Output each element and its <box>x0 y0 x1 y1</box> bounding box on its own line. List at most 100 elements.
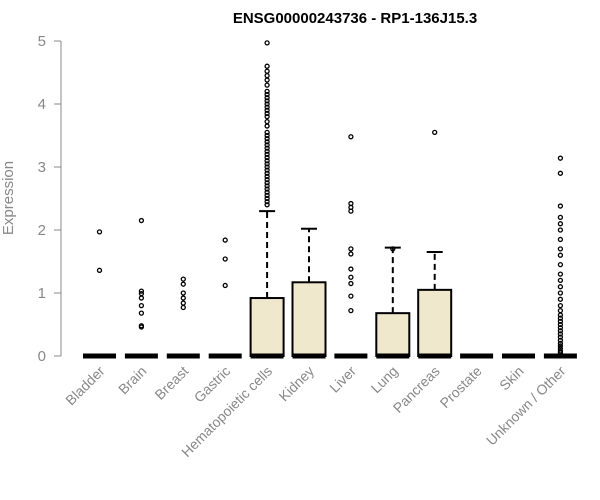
outlier-point <box>557 271 564 277</box>
box-body <box>291 281 327 358</box>
outlier-point <box>264 173 270 180</box>
box-gastric <box>208 237 242 359</box>
outlier-point <box>264 82 270 88</box>
box-lung <box>375 246 411 359</box>
outlier-point <box>264 98 270 104</box>
outlier-point <box>348 293 354 299</box>
outlier-point <box>557 307 564 314</box>
outlier-point <box>222 282 228 289</box>
box-hematopoietic-cells <box>249 40 285 359</box>
x-tick-label-brain: Brain <box>115 363 149 397</box>
outlier-point <box>557 284 564 290</box>
outlier-point <box>264 101 270 107</box>
outlier-point <box>390 246 396 252</box>
outlier-point <box>264 40 270 46</box>
outlier-point <box>557 302 564 309</box>
outlier-point <box>264 198 270 205</box>
outlier-point <box>264 167 270 173</box>
outlier-point <box>348 134 354 140</box>
x-tick-label-liver: Liver <box>326 363 359 396</box>
x-tick-label-pancreas: Pancreas <box>390 363 443 416</box>
outlier-point <box>557 296 564 302</box>
outlier-point <box>557 334 564 340</box>
outlier-point <box>557 343 564 349</box>
x-tick-label-lung: Lung <box>368 363 401 396</box>
outlier-point <box>557 328 564 334</box>
box-series <box>83 40 577 359</box>
outlier-point <box>264 170 270 176</box>
outlier-point <box>180 300 186 306</box>
y-tick-label-4: 4 <box>38 96 46 113</box>
box-breast <box>166 276 200 359</box>
outlier-point <box>96 229 103 235</box>
y-tick-label-2: 2 <box>38 222 46 239</box>
outlier-point <box>264 113 270 120</box>
outlier-point <box>557 155 564 161</box>
box-bladder <box>83 229 116 359</box>
outlier-point <box>348 266 354 272</box>
box-body <box>375 312 411 358</box>
outlier-point <box>138 288 145 294</box>
outlier-point <box>557 312 564 318</box>
box-brain <box>124 217 158 359</box>
outlier-point <box>264 142 270 148</box>
x-tick-label-breast: Breast <box>151 363 191 403</box>
outlier-point <box>264 186 270 192</box>
outlier-point <box>264 139 270 145</box>
outlier-point <box>557 214 564 221</box>
outlier-point <box>264 68 270 74</box>
box-pancreas <box>417 129 453 359</box>
outlier-point <box>222 237 228 243</box>
box-unknown-other <box>543 155 577 359</box>
outlier-point <box>264 123 270 129</box>
outlier-point <box>264 132 270 139</box>
outlier-point <box>557 345 564 352</box>
box-body <box>417 288 453 358</box>
box-kidney <box>291 227 327 359</box>
outlier-point <box>264 151 270 158</box>
outlier-point <box>138 302 145 309</box>
x-tick-label-kidney: Kidney <box>276 363 318 405</box>
outlier-point <box>348 280 354 287</box>
y-tick-label-3: 3 <box>38 159 46 176</box>
x-tick-label-bladder: Bladder <box>62 363 108 409</box>
outlier-point <box>348 200 354 207</box>
outlier-point <box>557 236 564 243</box>
outlier-point <box>222 256 228 262</box>
outlier-point <box>138 217 145 224</box>
outlier-point <box>96 267 103 273</box>
outlier-point <box>348 251 354 257</box>
outlier-point <box>264 164 270 170</box>
outlier-point <box>264 145 270 151</box>
outlier-point <box>264 129 270 136</box>
y-tick-label-0: 0 <box>38 348 46 365</box>
x-tick-label-prostate: Prostate <box>437 363 485 411</box>
y-tick-label-1: 1 <box>38 285 46 302</box>
outlier-point <box>264 95 270 101</box>
outlier-point <box>180 304 186 311</box>
outlier-point <box>557 331 564 337</box>
outlier-point <box>264 195 270 202</box>
outlier-point <box>264 104 270 110</box>
outlier-point <box>557 261 564 268</box>
outlier-point <box>264 91 270 98</box>
outlier-point <box>264 183 270 189</box>
outlier-point <box>557 221 564 227</box>
outlier-point <box>138 310 145 316</box>
x-tick-label-unknown-other: Unknown / Other <box>483 363 569 449</box>
outlier-point <box>348 246 354 252</box>
outlier-point <box>264 107 270 113</box>
outlier-point <box>264 148 270 154</box>
outlier-point <box>557 315 564 321</box>
outlier-point <box>264 192 270 199</box>
outlier-point <box>264 110 270 117</box>
outlier-point <box>264 63 270 69</box>
outlier-point <box>557 348 564 354</box>
outlier-point <box>557 252 564 258</box>
outlier-point <box>557 170 564 176</box>
outlier-point <box>432 129 438 136</box>
outlier-point <box>264 161 270 167</box>
outlier-point <box>138 295 145 301</box>
outlier-point <box>264 189 270 195</box>
